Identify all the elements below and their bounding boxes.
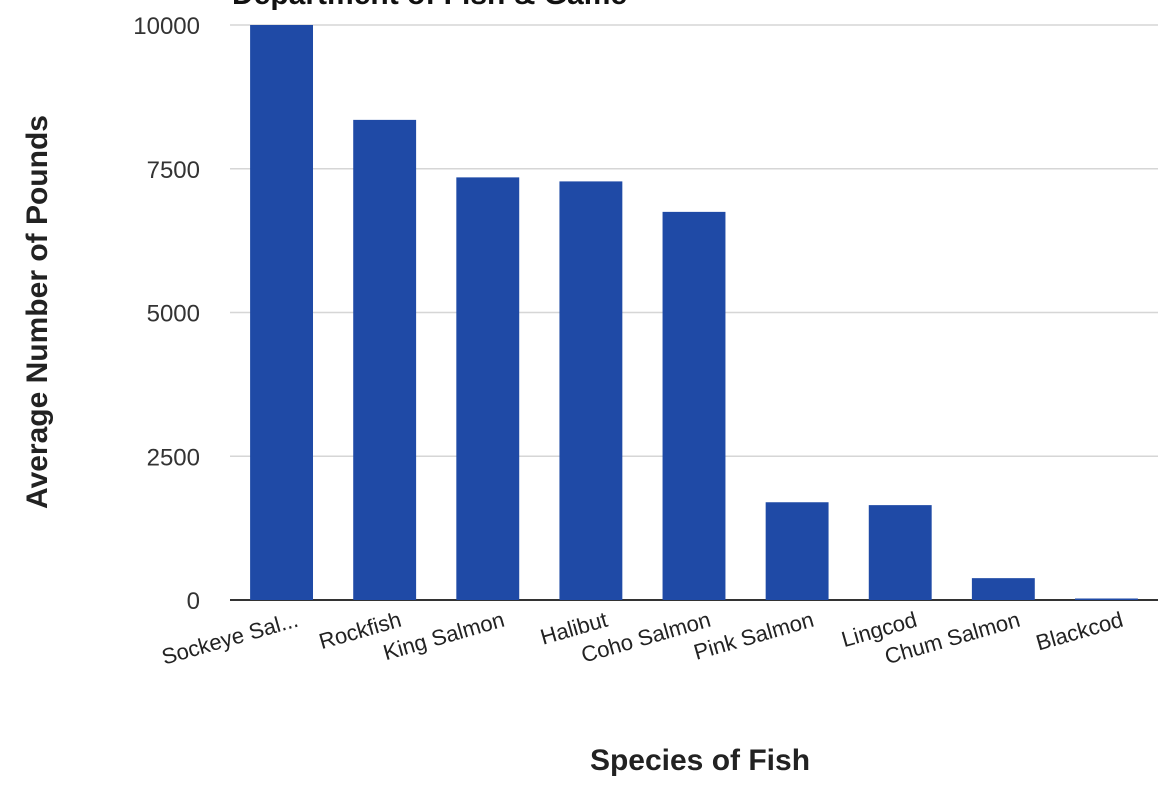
y-tick-label: 5000 <box>147 301 200 328</box>
x-tick-label: Blackcod <box>1033 607 1126 656</box>
bar <box>662 211 726 600</box>
chart-title: Department of Fish & Game <box>232 0 627 11</box>
y-tick-label: 7500 <box>147 157 200 184</box>
y-axis-title: Average Number of Pounds <box>21 115 54 509</box>
bar <box>353 119 417 600</box>
bar <box>765 502 829 600</box>
y-tick-label: 10000 <box>133 13 200 40</box>
bar <box>971 578 1035 600</box>
bar <box>250 25 314 600</box>
bar <box>559 181 623 600</box>
bar <box>456 177 520 600</box>
bar <box>1074 598 1138 600</box>
bars <box>250 25 1138 600</box>
y-tick-label: 0 <box>187 588 200 615</box>
x-tick-label: Sockeye Sal... <box>159 607 301 670</box>
bar <box>868 505 932 600</box>
x-axis-title: Species of Fish <box>590 744 810 777</box>
x-tick-label: Pink Salmon <box>691 607 817 665</box>
y-axis-ticks: 0 2500 5000 7500 10000 <box>133 13 200 615</box>
y-tick-label: 2500 <box>147 444 200 471</box>
